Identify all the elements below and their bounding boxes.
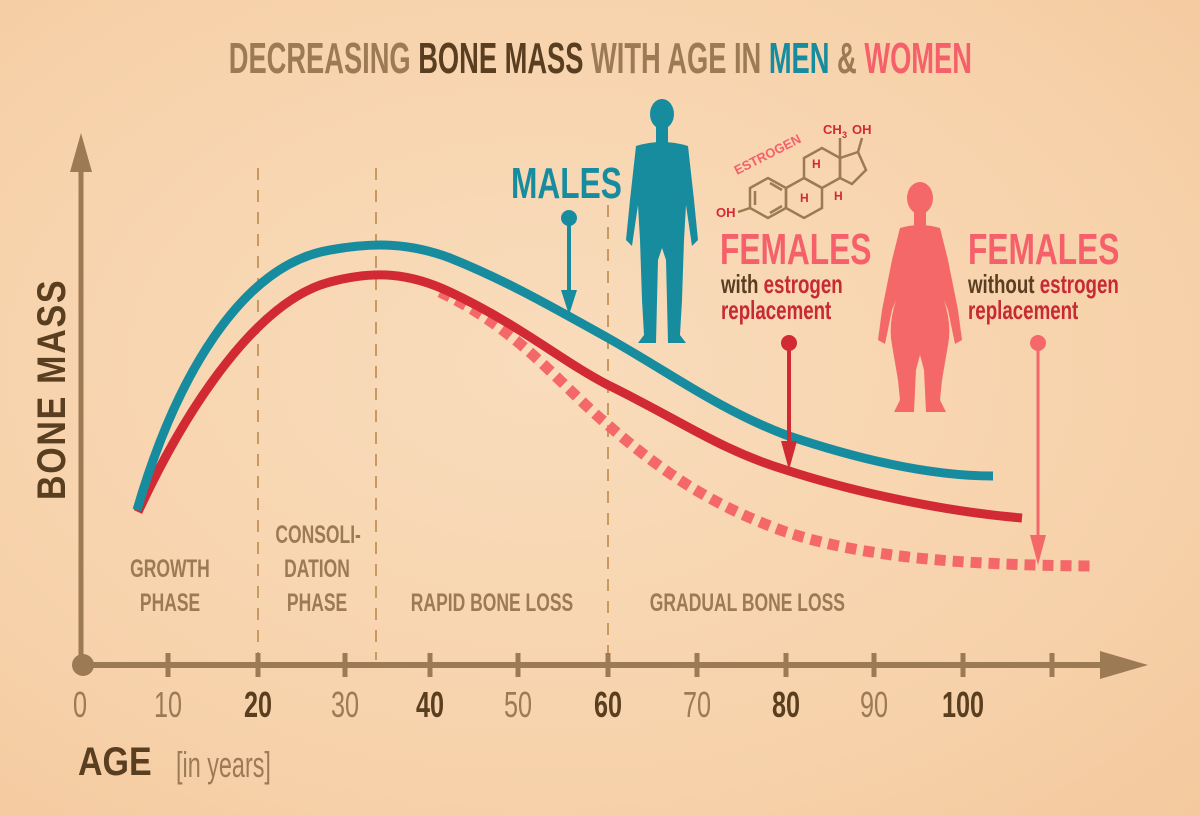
x-tick-90: 90 [859,684,889,725]
x-axis-arrow-icon [1100,651,1148,679]
title-men: MEN [768,34,830,83]
estrogen-molecule-icon [737,137,868,220]
phase-line: DATION [284,555,350,583]
phase-dividers [257,168,609,660]
x-axis-label: AGE [78,740,165,785]
oh-left-label: OH [716,205,736,220]
male-figure-icon [626,99,698,343]
legend-word: estrogen [758,269,843,299]
legend-word: replacement [721,295,832,325]
legend-word: estrogen [1034,269,1119,299]
title-part: DECREASING [228,34,418,83]
ch3-label: CH [823,122,842,137]
legend-word: with [721,269,759,299]
legend-title: FEMALES [968,225,1120,274]
y-axis-arrow-icon [70,133,92,172]
x-tick-40: 40 [415,684,445,725]
title-part: BONE MASS [417,34,584,83]
h-label: H [812,157,821,171]
title-part: & [829,34,864,83]
estrogen-label: ESTROGEN [732,131,804,177]
x-tick-30: 30 [330,684,360,725]
x-tick-70: 70 [682,684,712,725]
origin-dot [72,654,94,676]
arrow-down-icon [561,290,577,315]
phase-line: PHASE [139,589,201,617]
arrow-down-icon [781,441,797,470]
x-tick-60: 60 [593,684,623,725]
x-tick-0: 0 [72,684,88,725]
legend-title: FEMALES [720,225,872,274]
series-females-with-estrogen [133,270,1023,523]
phase-line: RAPID BONE LOSS [410,589,574,617]
legend-females-without: FEMALES [968,228,1178,272]
series-males [132,240,994,512]
x-axis [72,651,1148,679]
legend-females-with-sub1: with estrogen [721,270,890,298]
legend-females-without-sub1: without estrogen [968,270,1177,298]
legend-females-with-sub2: replacement [721,296,874,324]
x-axis-unit-text: [in years] [176,744,271,785]
chart-title: DECREASING BONE MASS WITH AGE IN MEN & W… [0,34,1200,84]
arrow-down-icon [1030,535,1046,565]
y-axis-label: BONE MASS [30,240,75,500]
legend-males: MALES [511,162,665,206]
x-tick-10: 10 [153,684,183,725]
oh-top-label: OH [852,122,872,137]
males-pointer [561,210,577,315]
h-label: H [800,191,809,205]
x-axis-unit: [in years] [176,744,322,786]
x-tick-50: 50 [503,684,533,725]
female-figure-icon [878,182,962,412]
phase-consolidation: CONSOLI- DATION PHASE [257,518,377,620]
x-tick-100: 100 [941,684,985,725]
y-axis-label-text: BONE MASS [30,278,74,500]
legend-females-with: FEMALES [720,228,930,272]
phase-line: CONSOLI- [275,521,361,549]
estrogen-labels: CH 3 OH OH H H H ESTROGEN [716,122,872,220]
phase-gradual-loss: GRADUAL BONE LOSS [608,586,848,620]
phase-rapid-loss: RAPID BONE LOSS [376,586,608,620]
x-axis-label-text: AGE [78,740,152,784]
title-part: WITH AGE IN [583,34,769,83]
legend-word: replacement [968,295,1079,325]
legend-females-without-sub2: replacement [968,296,1121,324]
legend-males-title: MALES [511,159,622,208]
y-axis [70,133,92,665]
title-women: WOMEN [863,34,972,83]
phase-line: GROWTH [130,555,210,583]
ch3-sub: 3 [842,130,847,140]
females-without-pointer [1030,335,1046,565]
legend-word: without [968,269,1035,299]
x-tick-20: 20 [243,684,273,725]
x-tick-80: 80 [771,684,801,725]
h-label: H [834,189,843,203]
phase-line: GRADUAL BONE LOSS [649,589,845,617]
phase-line: PHASE [286,589,348,617]
phase-growth: GROWTH PHASE [110,552,230,620]
females-with-pointer [781,335,797,470]
